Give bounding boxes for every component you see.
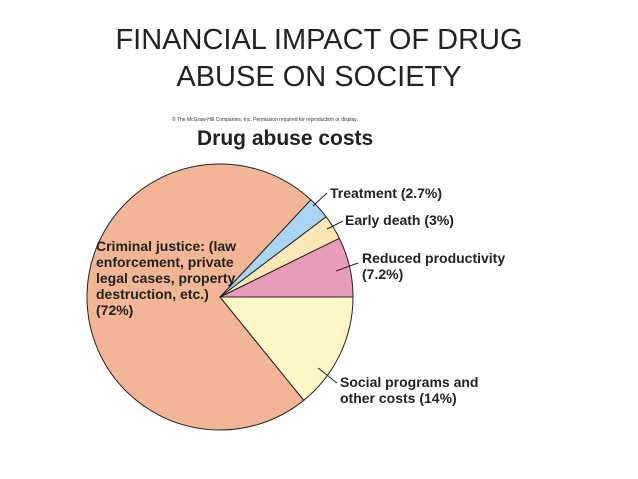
value-label: (7.2%) [362,266,404,282]
slide-title: FINANCIAL IMPACT OF DRUG ABUSE ON SOCIET… [115,24,523,93]
category-label: Early death [345,212,421,228]
value-label: (14%) [419,390,457,406]
slice-label: Treatment (2.7%) [330,185,490,201]
category-label: Treatment [330,185,397,201]
leader-line [335,262,359,272]
pie-slice [86,163,312,431]
slice-label: Criminal justice: (law enforcement, priv… [96,238,241,318]
leader-line [326,220,344,230]
slice-label: Early death (3%) [345,212,505,228]
slice-label: Social programs and other costs (14%) [340,374,515,406]
source-note: © The McGraw-Hill Companies, Inc. Permis… [172,117,358,123]
leader-lines [312,192,359,384]
leader-line [312,192,328,207]
value-label: (3%) [424,212,454,228]
slice-label: Reduced productivity (7.2%) [362,250,512,282]
leader-line [317,367,338,384]
category-label: Social programs and other costs [340,374,479,406]
pie-slice [218,296,354,402]
value-label: (2.7%) [400,185,443,201]
value-label: (72%) [96,302,134,318]
category-label: Criminal justice: (law enforcement, priv… [96,238,237,302]
chart-title: Drug abuse costs [197,127,374,150]
category-label: Reduced productivity [362,250,506,266]
